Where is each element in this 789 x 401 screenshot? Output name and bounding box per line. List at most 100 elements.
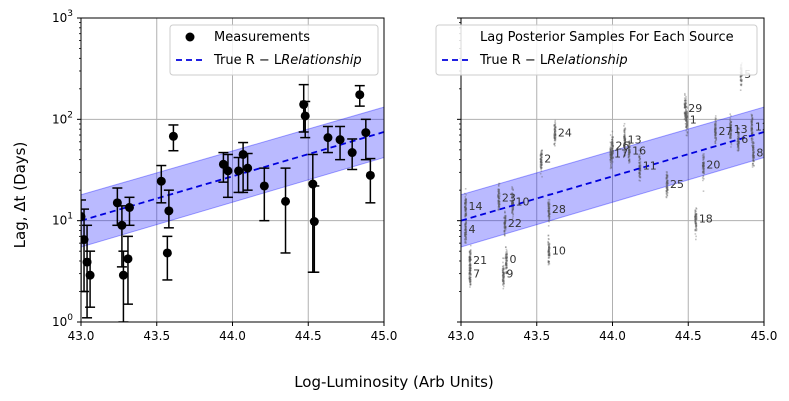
posterior-sample xyxy=(750,122,753,125)
posterior-sample xyxy=(553,137,556,140)
posterior-sample xyxy=(624,154,627,156)
posterior-sample xyxy=(702,155,705,157)
posterior-sample xyxy=(686,125,688,128)
posterior-sample xyxy=(753,148,755,151)
posterior-sample xyxy=(753,160,755,163)
posterior-sample xyxy=(548,213,551,215)
posterior-sample xyxy=(702,165,705,168)
posterior-sample xyxy=(751,144,753,147)
posterior-sample xyxy=(539,162,542,165)
posterior-sample xyxy=(628,143,631,145)
posterior-sample xyxy=(638,172,641,175)
posterior-sample xyxy=(503,221,506,224)
posterior-sample xyxy=(547,214,550,217)
posterior-sample xyxy=(468,277,471,280)
posterior-sample xyxy=(695,224,698,227)
posterior-sample xyxy=(612,144,615,147)
posterior-sample xyxy=(469,256,472,259)
posterior-sample xyxy=(511,200,513,202)
posterior-sample xyxy=(503,275,505,278)
posterior-sample xyxy=(738,140,740,143)
posterior-sample xyxy=(548,204,551,206)
posterior-sample xyxy=(686,113,688,116)
posterior-sample xyxy=(701,165,704,168)
posterior-sample xyxy=(752,154,755,157)
posterior-sample xyxy=(547,199,550,201)
posterior-sample xyxy=(638,159,640,162)
posterior-sample xyxy=(540,163,543,165)
measurement-marker xyxy=(355,90,365,100)
posterior-sample xyxy=(511,202,513,205)
posterior-sample xyxy=(702,170,705,173)
posterior-sample xyxy=(464,199,467,202)
posterior-sample xyxy=(685,111,687,114)
posterior-sample xyxy=(701,154,704,157)
posterior-sample xyxy=(468,269,471,271)
posterior-sample xyxy=(624,134,626,136)
posterior-sample xyxy=(695,219,697,222)
posterior-sample xyxy=(610,150,613,153)
posterior-sample xyxy=(609,146,612,149)
posterior-sample xyxy=(468,278,471,280)
posterior-sample xyxy=(540,161,543,163)
posterior-sample xyxy=(611,147,613,150)
posterior-sample xyxy=(465,233,467,236)
posterior-sample xyxy=(684,106,686,109)
posterior-sample xyxy=(506,253,508,255)
posterior-sample xyxy=(702,164,705,166)
posterior-sample xyxy=(714,133,717,136)
posterior-sample xyxy=(465,228,468,231)
posterior-sample xyxy=(464,202,466,205)
posterior-sample xyxy=(464,205,467,207)
posterior-sample xyxy=(684,94,686,96)
posterior-sample xyxy=(512,201,515,204)
posterior-sample xyxy=(639,148,642,150)
posterior-sample xyxy=(469,254,472,257)
posterior-sample xyxy=(504,214,507,217)
posterior-sample xyxy=(750,127,753,130)
posterior-sample xyxy=(623,144,625,147)
posterior-sample xyxy=(628,149,630,152)
posterior-sample xyxy=(498,206,501,208)
measurement-point xyxy=(85,250,96,308)
posterior-sample xyxy=(750,125,753,127)
posterior-sample xyxy=(752,148,754,151)
posterior-sample xyxy=(695,216,698,218)
posterior-sample xyxy=(684,112,687,115)
right-posterior-samples xyxy=(463,62,755,290)
posterior-sample xyxy=(504,218,507,221)
posterior-sample xyxy=(468,256,471,259)
posterior-sample xyxy=(665,190,668,192)
posterior-sample xyxy=(501,271,504,274)
posterior-sample xyxy=(639,170,642,172)
posterior-sample xyxy=(752,159,755,161)
posterior-sample xyxy=(469,266,472,269)
posterior-sample xyxy=(497,197,500,199)
posterior-sample xyxy=(666,180,669,182)
posterior-sample xyxy=(752,149,754,151)
posterior-sample xyxy=(624,139,626,142)
posterior-sample xyxy=(685,124,688,126)
posterior-sample xyxy=(465,233,467,235)
posterior-sample xyxy=(469,283,472,285)
posterior-sample-column xyxy=(503,210,507,237)
posterior-sample xyxy=(686,134,688,137)
posterior-sample xyxy=(469,270,472,272)
posterior-sample xyxy=(683,106,686,109)
posterior-sample xyxy=(465,200,467,202)
posterior-sample xyxy=(738,140,740,143)
posterior-sample xyxy=(628,147,631,149)
posterior-sample xyxy=(685,126,688,129)
posterior-sample xyxy=(702,162,704,164)
posterior-sample-column xyxy=(553,119,557,147)
posterior-sample xyxy=(506,255,508,258)
posterior-sample xyxy=(683,117,686,120)
posterior-sample xyxy=(548,260,550,263)
posterior-sample xyxy=(715,136,718,139)
posterior-sample xyxy=(468,272,471,274)
posterior-sample xyxy=(547,250,550,253)
posterior-sample xyxy=(694,214,697,216)
posterior-sample xyxy=(695,218,698,220)
posterior-sample xyxy=(469,257,471,259)
